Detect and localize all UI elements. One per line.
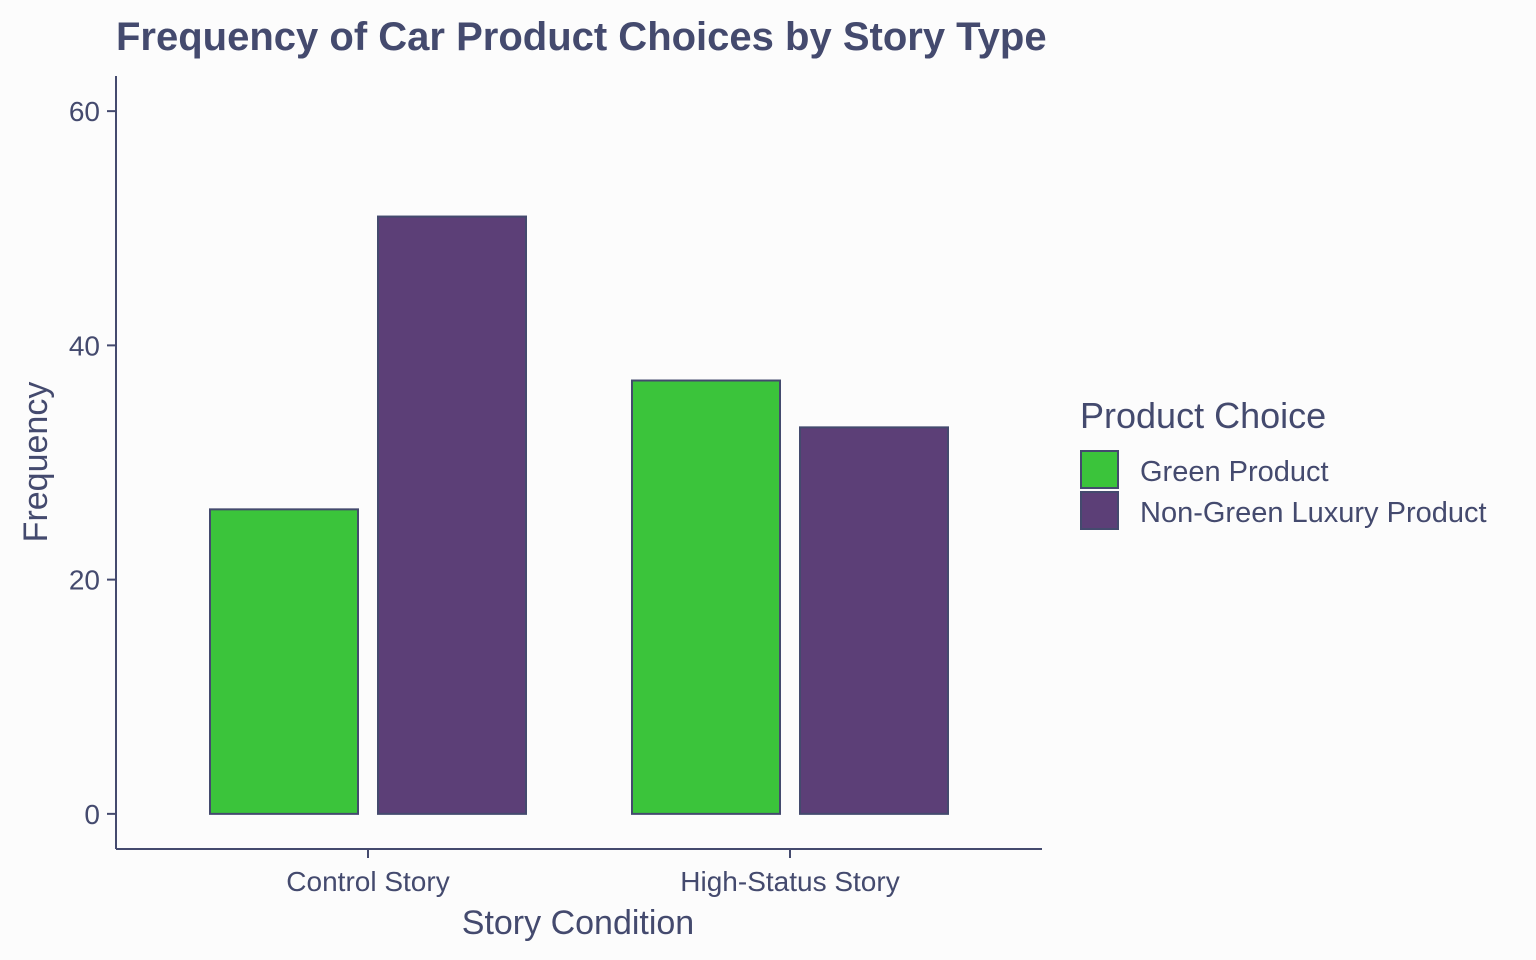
y-tick-label: 60	[69, 96, 100, 127]
y-tick-label: 20	[69, 565, 100, 596]
y-axis-title: Frequency	[17, 382, 55, 543]
legend-label-non-green-luxury-product: Non-Green Luxury Product	[1140, 497, 1487, 529]
legend-item-non-green-luxury-product: Non-Green Luxury Product	[1080, 491, 1487, 530]
legend-item-green-product: Green Product	[1080, 450, 1329, 489]
legend: Product Choice Green Product Non-Green L…	[1080, 395, 1487, 530]
chart-title: Frequency of Car Product Choices by Stor…	[116, 15, 1047, 59]
legend-key-non-green-luxury-product	[1080, 491, 1119, 530]
plot-area: 0 20 40 60 Control Story High-Status Story	[69, 76, 1042, 897]
bar-control-story-green-product	[209, 508, 359, 815]
x-tick-label: Control Story	[286, 866, 449, 897]
legend-key-green-product	[1080, 450, 1119, 489]
bar-control-story-non-green-luxury-product	[377, 215, 527, 815]
legend-label-green-product: Green Product	[1140, 456, 1329, 488]
bar-high-status-story-green-product	[631, 379, 781, 815]
legend-title: Product Choice	[1080, 395, 1326, 436]
x-axis-title: Story Condition	[462, 904, 694, 942]
y-tick-label: 40	[69, 330, 100, 361]
x-tick-label: High-Status Story	[680, 866, 899, 897]
bar-high-status-story-non-green-luxury-product	[799, 426, 949, 815]
y-tick-label: 0	[84, 799, 100, 830]
